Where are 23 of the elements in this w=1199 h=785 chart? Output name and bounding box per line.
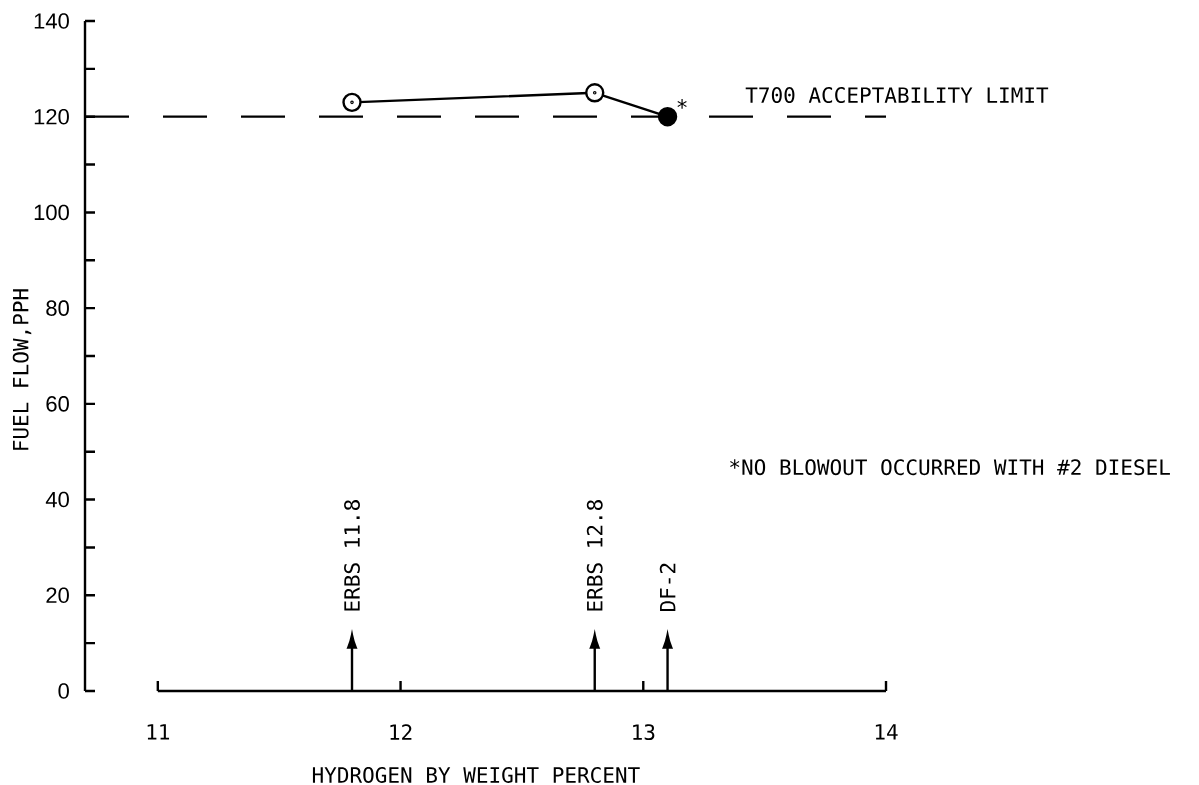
y-tick-label: 140 xyxy=(34,13,69,29)
x-tick-label: 14 xyxy=(875,724,898,740)
x-axis-title: HYDROGEN BY WEIGHT PERCENT xyxy=(312,767,640,783)
annotation: ERBS 12.8 xyxy=(586,500,603,611)
y-tick-label: 0 xyxy=(58,683,69,699)
y-tick-label: 20 xyxy=(46,587,69,604)
point xyxy=(342,92,362,113)
y-tick-label: 120 xyxy=(34,108,69,125)
ref-line-label: T700 ACCEPTABILITY LIMIT xyxy=(745,87,1049,104)
point xyxy=(585,83,605,103)
x-tick-label: 12 xyxy=(390,724,412,740)
annotation: *NO BLOWOUT OCCURRED WITH #2 DIESEL xyxy=(730,459,1170,476)
x-tick-label: 13 xyxy=(633,724,655,741)
y-axis-title: FUEL FLOW,PPH xyxy=(12,289,32,450)
annotation: ERBS 11.8 xyxy=(344,500,360,611)
annotation: DF-2 xyxy=(659,563,676,612)
y-tick-label: 40 xyxy=(45,491,69,508)
x-tick-label: 11 xyxy=(147,724,170,740)
y-tick-label: 80 xyxy=(46,300,69,316)
y-tick-label: 60 xyxy=(46,396,69,412)
point xyxy=(657,107,678,127)
annotation: * xyxy=(677,99,687,109)
y-tick-label: 100 xyxy=(34,204,69,221)
